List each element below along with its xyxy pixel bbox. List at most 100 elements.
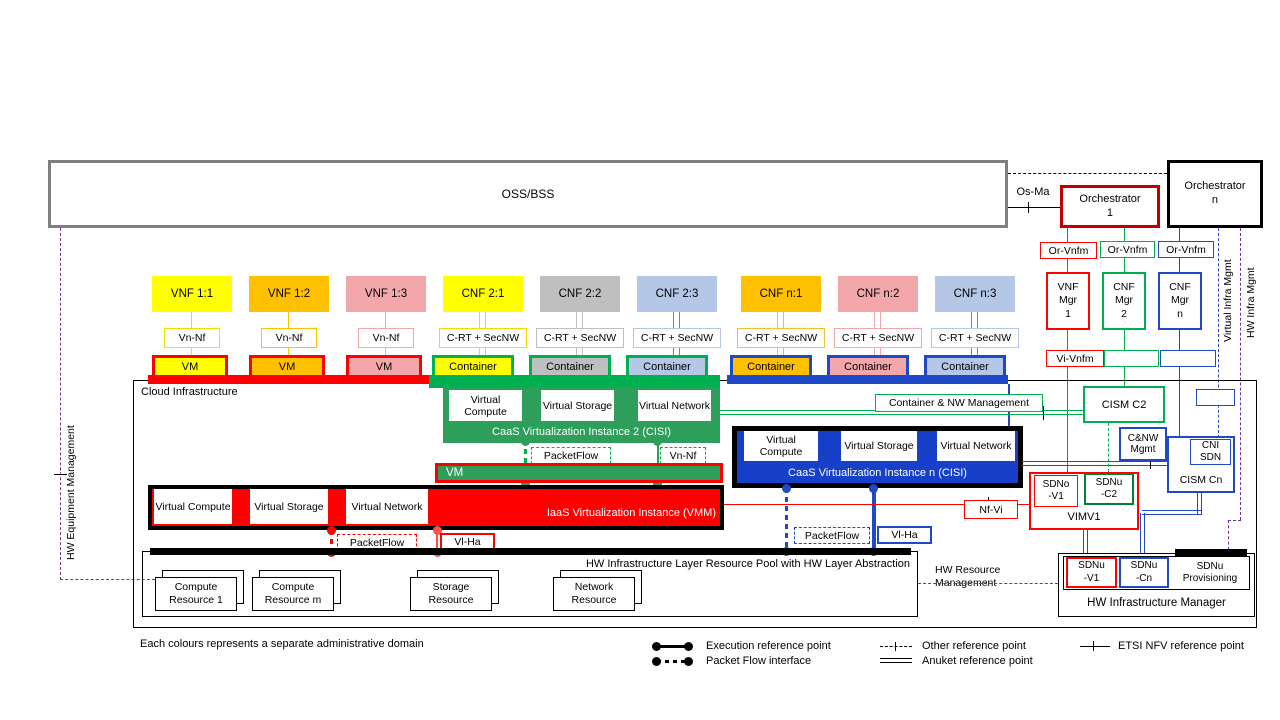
nf-vi-label: Nf-Vi (964, 500, 1018, 519)
orchestrator-n-box: Orchestrator n (1167, 160, 1263, 228)
vnf-mgr-1-box: VNF Mgr 1 (1046, 272, 1090, 330)
hw-abstraction-bar (150, 548, 911, 555)
hw-equipment-mgmt-elbow (60, 579, 155, 580)
caas2-vnnf-dot-bottom (653, 480, 662, 489)
iaas-packetflow-dot-top (327, 526, 336, 535)
caas2-virtual-compute: Virtual Compute (449, 390, 522, 421)
virtual-infra-mgmt-line (1218, 228, 1219, 438)
virtual-infra-mgmt-label: Virtual Infra Mgmt (1222, 259, 1234, 342)
or-vnfm-blue-box: Or-Vnfm (1158, 241, 1214, 258)
vnf11-ref-label: Vn-Nf (164, 328, 220, 348)
vi-vnfm-box: Vi-Vnfm (1046, 350, 1104, 367)
cismcn-elbow-line (1142, 510, 1202, 515)
legend-execution-dot-left (652, 642, 661, 651)
cism-c2-box: CISM C2 (1083, 386, 1165, 423)
caasn-vlha-dot-top (869, 484, 878, 493)
sdnu-v1-box: SDNu -V1 (1066, 557, 1117, 588)
iaas-virtual-storage: Virtual Storage (250, 489, 328, 524)
legend-anuket-line (880, 658, 912, 663)
cnf23-ref-label: C-RT + SecNW (633, 328, 721, 348)
caas2-packetflow-dot-top (521, 437, 530, 446)
hw-resource-mgmt-line (918, 583, 1058, 584)
vi-vnfm-blue-empty-box (1160, 350, 1216, 367)
blue-mgmt-line (1179, 228, 1180, 436)
cnfn2-container-box: Container (827, 355, 909, 378)
iaas-vlha-line (436, 530, 438, 551)
legend-execution-label: Execution reference point (706, 640, 831, 652)
vnf12-vm-box: VM (249, 355, 325, 378)
hw-infra-mgmt-elbow (1228, 520, 1241, 521)
iaas-packetflow-line (330, 530, 333, 551)
cnfn1-ref-label: C-RT + SecNW (737, 328, 825, 348)
legend-other-tick (895, 642, 896, 651)
cnf-mgr-2-box: CNF Mgr 2 (1102, 272, 1146, 330)
vm-bar-label: VM (446, 467, 464, 479)
vm-bar: VM (435, 463, 723, 483)
or-vnfm-red-box: Or-Vnfm (1040, 242, 1097, 259)
iaas-box (148, 485, 724, 530)
legend-other-label: Other reference point (922, 640, 1026, 652)
iaas-domain-bar (148, 375, 440, 384)
hw-equipment-mgmt-line (60, 228, 61, 580)
caasn-vlha-line (872, 488, 876, 551)
compute-resource-1: Compute Resource 1 (155, 577, 237, 611)
legend-packetflow-label: Packet Flow interface (706, 655, 812, 667)
iaas-vim-line (724, 504, 1029, 505)
orchestrator-1-box: Orchestrator 1 (1060, 185, 1160, 228)
sdnu-cn-box: SDNu -Cn (1119, 557, 1169, 588)
hw-infra-mgmt-drop (1228, 520, 1229, 550)
cismcn-drop-line (1197, 493, 1202, 514)
cnfn3-ref-label: C-RT + SecNW (931, 328, 1019, 348)
iaas-virtual-network: Virtual Network (346, 489, 428, 524)
iaas-virtual-compute: Virtual Compute (154, 489, 232, 524)
hw-infra-mgmt-label: HW Infra Mgmt (1245, 267, 1257, 338)
container-nw-mgmt-label: Container & NW Management (875, 394, 1043, 412)
caasn-packetflow-dot-top (782, 484, 791, 493)
cism-cn-label: CISM Cn (1179, 474, 1223, 486)
cnf-n-2-box: CNF n:2 (838, 276, 918, 312)
green-packetflow-label: PacketFlow (531, 447, 611, 464)
caasn-cism-tick (1150, 457, 1151, 469)
caas2-virtual-storage: Virtual Storage (541, 390, 614, 421)
oss-bss-box: OSS/BSS (48, 160, 1008, 228)
caasn-virtual-storage: Virtual Storage (841, 431, 917, 461)
admin-domain-note: Each colours represents a separate admin… (140, 638, 424, 650)
vim-sdnu-v1-line (1083, 530, 1088, 557)
hw-equipment-tick (54, 474, 67, 475)
cnf-2-3-box: CNF 2:3 (637, 276, 717, 312)
cnf23-container-box: Container (626, 355, 708, 378)
cni-sdn-box: CNI SDN (1190, 439, 1231, 465)
caas2-virtual-network: Virtual Network (638, 390, 711, 421)
os-ma-tick (1028, 202, 1029, 213)
sdno-v1-box: SDNo -V1 (1034, 475, 1078, 507)
sdnu-provisioning-bar (1175, 549, 1247, 556)
network-resource: Network Resource (553, 577, 635, 611)
iaas-vlha-dot-top (433, 526, 442, 535)
caasn-virtual-network: Virtual Network (937, 431, 1015, 461)
sdnu-c2-box: SDNu -C2 (1084, 473, 1134, 505)
legend-etsi-line (1080, 646, 1110, 647)
compute-resource-m: Compute Resource m (252, 577, 334, 611)
vi-vnfm-green-empty-box (1104, 350, 1159, 367)
hw-pool-title: HW Infrastructure Layer Resource Pool wi… (585, 558, 910, 570)
vnf-1-3-box: VNF 1:3 (346, 276, 426, 312)
cnf21-ref-label: C-RT + SecNW (439, 328, 527, 348)
hw-infra-manager-title: HW Infrastructure Manager (1087, 597, 1226, 609)
oss-orchn-dashed-line (1008, 173, 1167, 174)
cnf-mgr-n-box: CNF Mgr n (1158, 272, 1202, 330)
legend-anuket-label: Anuket reference point (922, 655, 1033, 667)
green-vnnf-label: Vn-Nf (660, 447, 706, 464)
blue-empty-ref-box (1196, 389, 1235, 406)
legend-other-line (880, 646, 912, 647)
cnf-2-1-box: CNF 2:1 (443, 276, 523, 312)
hw-resource-mgmt-label: HW Resource Management (935, 564, 1001, 590)
cism-c2-sdnu-c2-line (1108, 423, 1109, 472)
iaas-title: IaaS Virtualization Instance (VMM) (546, 507, 716, 519)
os-ma-line (1008, 207, 1060, 208)
vnf13-ref-label: Vn-Nf (358, 328, 414, 348)
legend-etsi-label: ETSI NFV reference point (1118, 640, 1244, 652)
vnf-1-2-box: VNF 1:2 (249, 276, 329, 312)
vimv1-label: VIMV1 (1067, 511, 1101, 523)
legend-packetflow-dot-left (652, 657, 661, 666)
